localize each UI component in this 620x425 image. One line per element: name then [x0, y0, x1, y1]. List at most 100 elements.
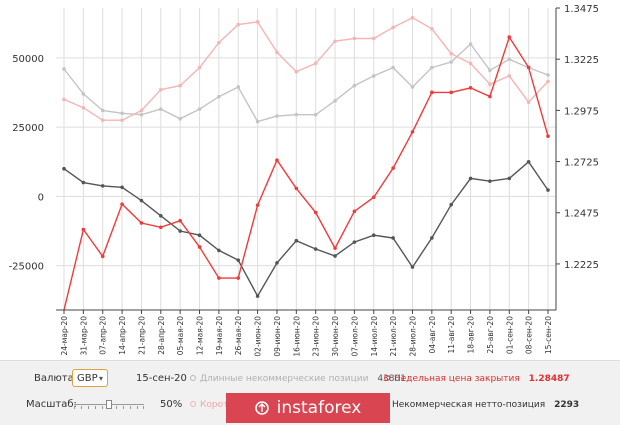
instaforex-logo-icon [254, 401, 269, 415]
net-position-point [430, 236, 434, 240]
legend-price[interactable]: Недельная цена закрытия 1.28487 [384, 374, 570, 384]
short-positions-point [81, 105, 86, 110]
x-tick-label: 08-сен-20 [525, 316, 534, 354]
weekly-close-price-point [449, 90, 454, 95]
instaforex-watermark: instaforex [226, 393, 390, 423]
long-positions-point [197, 107, 202, 111]
weekly-close-price-point [488, 94, 492, 99]
legend-net-value: 2293 [554, 400, 580, 410]
net-position-point [178, 229, 182, 233]
grid [56, 8, 556, 310]
weekly-close-price-point [217, 276, 221, 280]
y-right-tick-label: 1.2725 [564, 158, 599, 169]
long-positions-point [488, 68, 492, 73]
x-tick-label: 18-авг-20 [467, 316, 476, 354]
long-positions-point [255, 119, 260, 124]
long-positions-point [217, 94, 221, 99]
y-left-tick-label: 25000 [12, 123, 44, 134]
slider-tick [116, 406, 117, 409]
net-position-point [139, 198, 144, 203]
long-positions-point [139, 112, 144, 117]
short-positions-point [371, 36, 376, 41]
long-positions-point [391, 65, 395, 70]
currency-value: GBP [77, 373, 98, 384]
y-axis-right: 1.2225 1.2475 1.2725 1.2975 1.3225 1.3475 [555, 4, 599, 310]
short-positions-point [120, 118, 124, 123]
legend-short[interactable]: Корот [190, 400, 228, 410]
long-positions-point [430, 65, 434, 70]
long-positions-point [81, 92, 86, 96]
long-positions-point [100, 108, 105, 113]
x-tick-label: 26-мая-20 [234, 316, 243, 355]
short-positions-point [139, 108, 144, 113]
net-position-point [294, 238, 299, 243]
short-series-icon [190, 401, 196, 407]
weekly-close-price-point [391, 166, 395, 170]
short-positions-point [217, 40, 221, 45]
weekly-close-price-point [294, 186, 299, 191]
scale-value: 50% [160, 399, 183, 410]
weekly-close-price-point [507, 35, 512, 39]
weekly-close-price-point [236, 276, 241, 280]
weekly-close-price-point [371, 195, 376, 199]
short-positions-point [333, 39, 337, 44]
slider-tick [74, 406, 75, 409]
weekly-close-price-point [430, 90, 434, 95]
legend-long[interactable]: Длинные некоммерческие позиции 43801 [190, 374, 406, 384]
weekly-close-price-point [546, 134, 550, 138]
net-position-point [81, 180, 86, 185]
x-tick-label: 01-сен-20 [505, 316, 514, 354]
net-position-point [120, 185, 124, 190]
net-position-point [217, 248, 221, 253]
short-positions-point [410, 15, 415, 20]
plot-area [56, 8, 556, 310]
y-right-tick-label: 1.2475 [564, 209, 599, 220]
short-positions-point [62, 97, 66, 102]
net-position-point [391, 236, 395, 240]
slider-tick [88, 406, 89, 409]
x-tick-label: 21-июл-20 [389, 316, 398, 357]
weekly-close-price-point [352, 209, 357, 214]
net-position-point [313, 247, 318, 251]
short-positions-point [275, 50, 279, 55]
weekly-close-price-line [63, 35, 549, 311]
x-tick-label: 09-июн-20 [273, 316, 282, 357]
short-positions-point [526, 100, 531, 105]
legend-price-value: 1.28487 [528, 374, 570, 384]
x-tick-label: 16-июн-20 [292, 316, 301, 357]
long-positions-point [159, 107, 163, 111]
net-position-point [449, 202, 454, 207]
short-positions-line [63, 16, 549, 121]
net-position-point [100, 184, 105, 188]
short-positions-point [449, 51, 454, 56]
weekly-close-price-point [120, 202, 124, 206]
x-tick-label: 07-июл-20 [350, 316, 359, 357]
weekly-close-price-point [333, 246, 337, 250]
x-tick-label: 28-июл-20 [408, 316, 417, 357]
y-right-tick-label: 1.2225 [564, 260, 599, 271]
x-tick-label: 31-мар-20 [79, 316, 88, 356]
long-positions-point [449, 60, 454, 64]
long-positions-point [468, 42, 473, 46]
slider-knob[interactable] [106, 400, 112, 409]
y-right-tick-label: 1.2975 [564, 106, 599, 117]
y-axis-left: -25000 0 25000 50000 [9, 54, 44, 273]
short-positions-point [507, 74, 512, 78]
short-positions-point [352, 36, 357, 41]
net-position-point [468, 176, 473, 181]
long-series-icon [190, 375, 196, 381]
x-tick-label: 07-апр-20 [99, 316, 108, 355]
legend-net[interactable]: Некоммерческая нетто-позиция 2293 [392, 400, 579, 410]
y-right-tick-label: 1.3475 [564, 4, 599, 15]
net-position-point [197, 233, 202, 237]
net-position-point [333, 254, 337, 258]
net-position-point [275, 261, 279, 265]
currency-select[interactable]: GBP ▾ [72, 369, 108, 387]
short-positions-point [197, 65, 202, 70]
weekly-close-price-point [139, 221, 144, 225]
scale-slider[interactable] [74, 400, 144, 410]
short-positions-point [159, 87, 163, 92]
short-positions-point [178, 83, 182, 88]
slider-tick [123, 406, 124, 409]
y-left-tick-label: 50000 [12, 54, 44, 65]
